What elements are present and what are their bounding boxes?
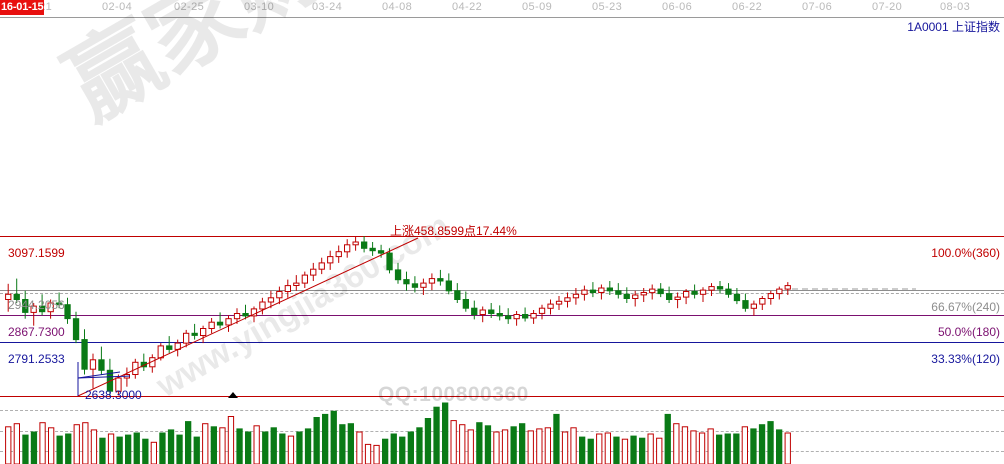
- timestamp-badge: 16-01-15: [0, 0, 45, 15]
- level-line-100: [0, 236, 1004, 237]
- axis-baseline: [0, 17, 1004, 18]
- volume-gridline: [0, 410, 1004, 411]
- index-name-label: 1A0001 上证指数: [907, 20, 1000, 34]
- ratio-label-50: 50.0%(180): [937, 325, 1000, 339]
- ratio-label-66.67: 66.67%(240): [931, 300, 1000, 314]
- price-label-3097.1599: 3097.1599: [8, 246, 65, 260]
- gain-annotation: 上涨458.8599点17.44%: [390, 224, 517, 238]
- date-tick-07-06: 07-06: [802, 1, 833, 13]
- low-price-label: 2638.3000: [85, 388, 142, 402]
- date-tick-03-24: 03-24: [312, 1, 343, 13]
- date-tick-06-22: 06-22: [732, 1, 763, 13]
- volume-pane[interactable]: [0, 398, 1004, 464]
- price-label-2867.7300: 2867.7300: [8, 325, 65, 339]
- candlestick-canvas: [5, 236, 916, 396]
- level-line-66.67: [0, 290, 1004, 291]
- date-tick-05-09: 05-09: [522, 1, 553, 13]
- date-tick-07-20: 07-20: [872, 1, 903, 13]
- date-tick-04-08: 04-08: [382, 1, 413, 13]
- low-marker-triangle: [228, 392, 238, 398]
- ratio-label-33.33: 33.33%(120): [931, 352, 1000, 366]
- date-tick-02-04: 02-04: [102, 1, 133, 13]
- date-axis: 16-01-15 01-2102-0402-2503-1003-2404-080…: [0, 0, 1004, 18]
- date-tick-06-06: 06-06: [662, 1, 693, 13]
- date-tick-03-10: 03-10: [244, 1, 275, 13]
- level-line-low: [0, 396, 1004, 397]
- date-tick-05-23: 05-23: [592, 1, 623, 13]
- level-line-dashed: [0, 293, 1004, 294]
- date-tick-02-25: 02-25: [174, 1, 205, 13]
- price-label-2944.2056: 2944.2056: [8, 298, 65, 312]
- volume-canvas: [5, 402, 791, 464]
- date-tick-08-03: 08-03: [940, 1, 971, 13]
- ratio-label-100: 100.0%(360): [931, 246, 1000, 260]
- level-line-33.33: [0, 342, 1004, 343]
- date-tick-04-22: 04-22: [452, 1, 483, 13]
- price-label-2791.2533: 2791.2533: [8, 352, 65, 366]
- price-pane[interactable]: 3097.1599 2944.2056 2867.7300 2791.2533 100…: [0, 18, 1004, 397]
